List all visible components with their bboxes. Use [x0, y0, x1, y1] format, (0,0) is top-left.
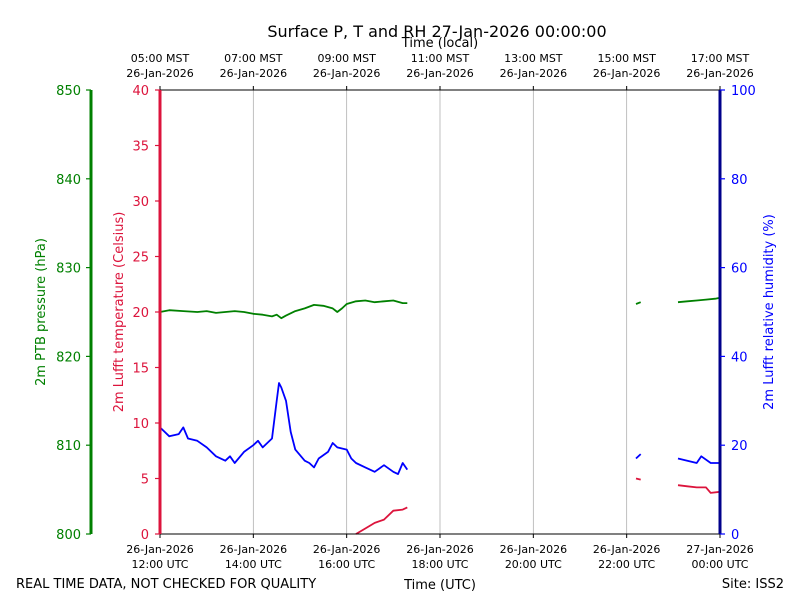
bottom-tick-date: 26-Jan-2026 [593, 543, 661, 556]
bottom-tick-date: 26-Jan-2026 [313, 543, 381, 556]
pressure-tick-label: 830 [56, 262, 81, 277]
top-tick-time: 07:00 MST [224, 52, 283, 65]
pressure-tick-label: 810 [56, 439, 81, 454]
temperature-tick-label: 25 [132, 251, 149, 266]
temperature-tick-label: 30 [132, 195, 149, 210]
top-axis-label: Time (local) [401, 36, 478, 51]
bottom-tick-time: 18:00 UTC [411, 558, 468, 571]
top-tick-time: 11:00 MST [411, 52, 470, 65]
top-tick-time: 15:00 MST [597, 52, 656, 65]
top-tick-date: 26-Jan-2026 [593, 67, 661, 80]
top-tick-time: 17:00 MST [691, 52, 750, 65]
bottom-tick-time: 00:00 UTC [691, 558, 748, 571]
grid-lines [252, 90, 628, 534]
bottom-tick-time: 12:00 UTC [131, 558, 188, 571]
temperature-tick-label: 15 [132, 362, 149, 377]
temperature-tick-label: 35 [132, 140, 149, 155]
top-tick-date: 26-Jan-2026 [406, 67, 474, 80]
humidity-tick-label: 20 [731, 439, 748, 454]
humidity-tick-label: 0 [731, 528, 739, 543]
bottom-tick-time: 20:00 UTC [505, 558, 562, 571]
axes-group: 05:00 MST 26-Jan-2026 07:00 MST 26-Jan-2026… [56, 52, 756, 571]
top-tick-date: 26-Jan-2026 [313, 67, 381, 80]
temperature-series-line [355, 506, 408, 535]
bottom-tick-time: 22:00 UTC [598, 558, 655, 571]
humidity-tick-label: 60 [731, 262, 748, 277]
bottom-tick-date: 26-Jan-2026 [406, 543, 474, 556]
bottom-tick-date: 27-Jan-2026 [686, 543, 754, 556]
pressure-axis-label: 2m PTB pressure (hPa) [34, 238, 49, 386]
humidity-tick-label: 100 [731, 84, 756, 99]
bottom-tick-date: 26-Jan-2026 [500, 543, 568, 556]
temperature-tick-label: 20 [132, 306, 149, 321]
humidity-tick-label: 80 [731, 173, 748, 188]
series-group [159, 296, 721, 535]
bottom-tick-time: 16:00 UTC [318, 558, 375, 571]
pressure-tick-label: 820 [56, 350, 81, 365]
pressure-series-line [677, 296, 721, 304]
bottom-tick-date: 26-Jan-2026 [220, 543, 288, 556]
temperature-tick-label: 40 [132, 84, 149, 99]
quality-note: REAL TIME DATA, NOT CHECKED FOR QUALITY [16, 577, 316, 592]
temperature-series-line [635, 477, 641, 481]
top-tick-time: 09:00 MST [317, 52, 376, 65]
humidity-series-line [635, 453, 642, 460]
chart-title: Surface P, T and RH 27-Jan-2026 00:00:00 [267, 22, 606, 41]
temperature-tick-label: 0 [141, 528, 149, 543]
bottom-tick-date: 26-Jan-2026 [126, 543, 194, 556]
top-tick-time: 05:00 MST [131, 52, 190, 65]
pressure-tick-label: 800 [56, 528, 81, 543]
pressure-series-line [635, 301, 642, 305]
pressure-tick-label: 850 [56, 84, 81, 99]
temperature-tick-label: 10 [132, 417, 149, 432]
temperature-tick-label: 5 [141, 473, 149, 488]
temperature-series-line [677, 484, 721, 494]
top-tick-date: 26-Jan-2026 [500, 67, 568, 80]
humidity-series-line [677, 455, 720, 464]
pressure-series-line [159, 299, 408, 320]
top-tick-date: 26-Jan-2026 [686, 67, 754, 80]
pressure-tick-label: 840 [56, 173, 81, 188]
humidity-tick-label: 40 [731, 350, 748, 365]
humidity-series-line [159, 382, 409, 476]
humidity-axis-label: 2m Lufft relative humidity (%) [762, 214, 777, 410]
bottom-tick-time: 14:00 UTC [225, 558, 282, 571]
temperature-axis-label: 2m Lufft temperature (Celsius) [112, 212, 127, 413]
top-tick-date: 26-Jan-2026 [220, 67, 288, 80]
top-tick-date: 26-Jan-2026 [126, 67, 194, 80]
top-tick-time: 13:00 MST [504, 52, 563, 65]
bottom-axis-label: Time (UTC) [403, 578, 476, 593]
site-label: Site: ISS2 [722, 577, 784, 592]
